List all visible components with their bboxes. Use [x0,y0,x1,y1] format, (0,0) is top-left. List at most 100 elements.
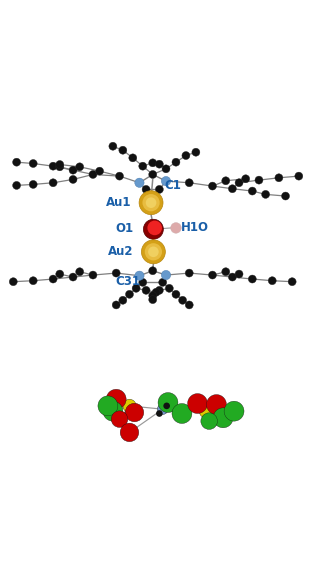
Circle shape [139,162,147,170]
Circle shape [145,243,162,261]
Circle shape [235,179,243,187]
Circle shape [125,290,133,298]
Circle shape [163,402,170,409]
Circle shape [162,165,170,173]
Circle shape [156,410,163,417]
Circle shape [139,191,163,214]
Circle shape [171,223,181,234]
Circle shape [213,408,233,428]
Circle shape [248,275,256,283]
Circle shape [56,161,64,168]
Circle shape [109,142,117,150]
Circle shape [56,163,64,171]
Circle shape [248,187,256,195]
Circle shape [135,178,144,187]
Circle shape [157,404,168,414]
Circle shape [288,277,296,286]
Circle shape [96,167,104,175]
Circle shape [185,269,193,277]
Circle shape [56,270,64,278]
Text: Au1: Au1 [106,195,131,209]
Circle shape [165,284,173,292]
Circle shape [228,273,236,281]
Circle shape [148,246,159,257]
Circle shape [228,185,236,192]
Circle shape [147,221,162,235]
Circle shape [123,399,136,413]
Circle shape [29,180,37,188]
Circle shape [149,159,157,167]
Circle shape [155,160,163,168]
Circle shape [142,194,160,212]
Circle shape [185,301,193,309]
Circle shape [129,154,137,162]
Circle shape [125,403,144,422]
Circle shape [282,192,290,200]
Circle shape [161,176,171,186]
Circle shape [13,158,21,166]
Circle shape [172,158,180,166]
Circle shape [262,190,270,198]
Circle shape [208,182,216,190]
Circle shape [49,275,57,283]
Circle shape [29,160,37,168]
Circle shape [235,270,243,278]
Circle shape [161,271,171,280]
Circle shape [152,288,160,297]
Circle shape [69,166,77,174]
Circle shape [119,297,127,304]
Text: C31: C31 [115,275,140,288]
Circle shape [116,172,124,180]
Circle shape [155,286,163,294]
Circle shape [112,269,120,277]
Circle shape [182,151,190,160]
Circle shape [76,163,84,171]
Circle shape [142,286,150,294]
Circle shape [69,273,77,281]
Circle shape [207,395,226,414]
Circle shape [172,403,192,424]
Circle shape [142,186,150,194]
Text: C1: C1 [164,179,181,192]
Circle shape [139,279,147,286]
Circle shape [199,405,212,418]
Circle shape [222,268,230,276]
Circle shape [9,277,17,286]
Circle shape [149,267,157,275]
Circle shape [135,271,144,280]
Circle shape [179,297,187,304]
Circle shape [188,394,208,413]
Circle shape [275,174,283,181]
Circle shape [29,277,37,285]
Circle shape [111,411,128,428]
Circle shape [143,219,163,239]
Circle shape [149,171,157,179]
Circle shape [192,148,200,156]
Circle shape [98,396,118,416]
Circle shape [201,413,217,429]
Circle shape [69,176,77,183]
Circle shape [49,162,57,170]
Text: O1: O1 [115,222,133,235]
Circle shape [49,179,57,187]
Circle shape [159,279,167,286]
Circle shape [106,389,126,409]
Circle shape [132,284,140,292]
Circle shape [155,186,163,194]
Circle shape [103,401,123,421]
Circle shape [120,423,139,442]
Text: H1O: H1O [181,221,209,234]
Circle shape [295,172,303,180]
Circle shape [76,268,84,276]
Circle shape [149,292,157,299]
Circle shape [89,171,97,179]
Circle shape [158,392,178,413]
Circle shape [172,290,180,298]
Circle shape [149,295,157,303]
Circle shape [224,401,244,421]
Circle shape [255,176,263,184]
Circle shape [119,146,127,154]
Circle shape [185,179,193,187]
Circle shape [141,240,165,264]
Circle shape [89,271,97,279]
